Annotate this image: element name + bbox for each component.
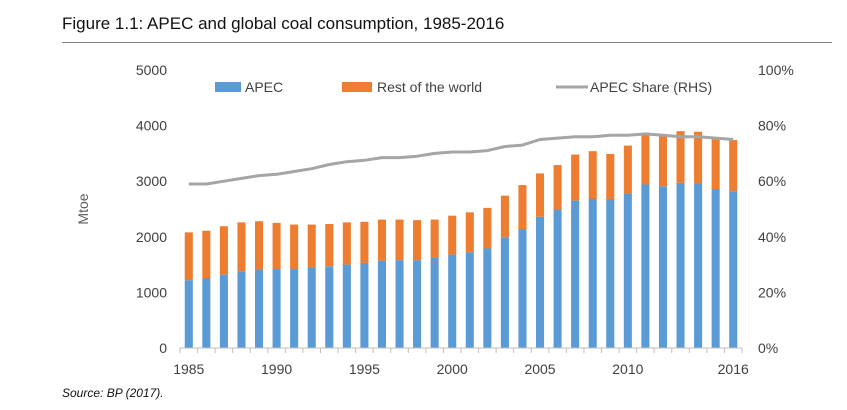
bar-rest-of-world-1989 [254, 221, 264, 270]
bar-rest-of-world-2000 [448, 215, 457, 255]
legend-label-apec: APEC [245, 79, 283, 95]
bar-rest-of-world-2001 [465, 212, 474, 253]
x-tick-label-2000: 2000 [437, 361, 468, 377]
figure-title: Figure 1.1: APEC and global coal consump… [62, 14, 505, 33]
bar-rest-of-world-1996 [377, 219, 387, 261]
y2-tick-label-80: 80% [758, 118, 786, 134]
bar-apec-2013 [676, 182, 685, 348]
bar-apec-1999 [430, 257, 439, 348]
bar-apec-1989 [254, 269, 264, 348]
bar-rest-of-world-1988 [237, 222, 246, 272]
bar-rest-of-world-2007 [571, 154, 580, 201]
y2-tick-label-60: 60% [758, 173, 786, 189]
bar-rest-of-world-2015 [711, 138, 720, 189]
bar-apec-2016 [729, 191, 738, 348]
bar-apec-1990 [272, 269, 281, 348]
bar-rest-of-world-1999 [430, 219, 439, 258]
bar-rest-of-world-2006 [553, 165, 562, 210]
bar-apec-2003 [500, 237, 509, 348]
legend-swatch-rest-of-world [342, 82, 372, 92]
bar-rest-of-world-1991 [290, 224, 299, 270]
bar-rest-of-world-2011 [641, 133, 650, 185]
y-tick-label-2000: 2000 [136, 229, 167, 245]
bar-apec-2002 [483, 248, 492, 348]
bar-apec-2007 [571, 200, 580, 348]
bar-rest-of-world-2003 [500, 195, 509, 238]
bar-apec-1996 [377, 260, 387, 348]
title-divider [62, 42, 832, 43]
bar-rest-of-world-1992 [307, 224, 316, 268]
bar-apec-2006 [553, 209, 562, 348]
y2-tick-label-20: 20% [758, 284, 786, 300]
bar-rest-of-world-2016 [729, 140, 738, 192]
bar-apec-2008 [588, 198, 597, 348]
y2-tick-label-100: 100% [758, 62, 794, 78]
bar-rest-of-world-2002 [483, 207, 492, 249]
share-line-layer [188, 132, 734, 186]
y-tick-label-4000: 4000 [136, 118, 167, 134]
bar-rest-of-world-1993 [325, 224, 334, 267]
x-tick-label-1985: 1985 [173, 361, 204, 377]
bar-rest-of-world-1994 [342, 222, 351, 265]
y-tick-label-3000: 3000 [136, 173, 167, 189]
x-tick-label-2016: 2016 [718, 361, 749, 377]
bar-rest-of-world-2004 [518, 185, 527, 230]
bar-rest-of-world-2013 [676, 131, 685, 183]
bar-apec-1997 [395, 260, 404, 348]
bar-rest-of-world-2008 [588, 151, 597, 199]
bar-rest-of-world-2005 [535, 173, 545, 217]
x-tick-label-2010: 2010 [612, 361, 643, 377]
bar-apec-2011 [641, 184, 650, 348]
y-tick-label-0: 0 [159, 340, 167, 356]
bar-apec-2015 [711, 188, 720, 348]
bar-apec-2004 [518, 229, 527, 348]
y-axis-title: Mtoe [75, 193, 91, 224]
bar-apec-2010 [623, 193, 632, 348]
legend-swatch-apec [215, 82, 241, 92]
bar-apec-2001 [465, 252, 474, 348]
bar-rest-of-world-2010 [623, 145, 632, 194]
apec-share-line [188, 132, 734, 186]
bar-rest-of-world-1998 [413, 220, 422, 261]
source-note: Source: BP (2017). [62, 386, 164, 400]
bar-apec-2014 [694, 183, 703, 348]
bar-apec-1992 [307, 267, 316, 348]
bar-apec-2005 [535, 216, 545, 348]
axes-layer: 1985 1990 1995 2000 2005 2010 2016 0 1000 2000 300… [75, 62, 794, 377]
bar-rest-of-world-1997 [395, 219, 404, 261]
bar-rest-of-world-1987 [219, 226, 228, 275]
y2-tick-label-40: 40% [758, 229, 786, 245]
y-tick-label-1000: 1000 [136, 284, 167, 300]
bar-apec-1998 [413, 260, 422, 348]
bars-layer [184, 131, 738, 348]
bar-rest-of-world-2014 [694, 131, 703, 184]
bar-apec-1987 [219, 274, 228, 348]
bar-apec-1995 [360, 262, 369, 348]
x-tick-label-1995: 1995 [349, 361, 380, 377]
bar-apec-1993 [325, 266, 334, 348]
bar-rest-of-world-1985 [184, 232, 193, 281]
legend-label-rest-of-world: Rest of the world [377, 79, 482, 95]
legend-label-apec-share: APEC Share (RHS) [590, 79, 712, 95]
bar-apec-1994 [342, 264, 351, 348]
bar-apec-1985 [184, 280, 193, 348]
bar-apec-2000 [448, 254, 457, 348]
bar-rest-of-world-1990 [272, 222, 281, 270]
bar-apec-2012 [658, 186, 668, 348]
bar-rest-of-world-2009 [606, 153, 615, 199]
x-tick-label-2005: 2005 [524, 361, 555, 377]
y2-tick-label-0: 0% [758, 340, 778, 356]
x-tick-label-1990: 1990 [261, 361, 292, 377]
bar-rest-of-world-2012 [658, 136, 668, 187]
bar-apec-1986 [202, 278, 211, 348]
bar-rest-of-world-1995 [360, 221, 369, 263]
legend: APEC Rest of the world APEC Share (RHS) [215, 79, 712, 95]
bar-apec-1991 [290, 269, 299, 348]
bar-apec-1988 [237, 271, 246, 348]
bar-rest-of-world-1986 [202, 230, 211, 279]
bar-apec-2009 [606, 198, 615, 348]
y-tick-label-5000: 5000 [136, 62, 167, 78]
